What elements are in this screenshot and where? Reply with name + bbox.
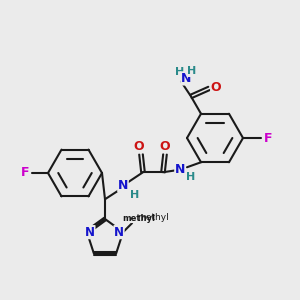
Text: H: H <box>176 68 184 77</box>
Text: N: N <box>175 163 185 176</box>
Text: N: N <box>114 226 124 238</box>
Text: methyl: methyl <box>123 214 156 223</box>
Text: O: O <box>160 140 170 153</box>
Text: N: N <box>181 72 191 85</box>
Text: F: F <box>21 167 29 179</box>
Text: F: F <box>264 131 272 145</box>
Text: O: O <box>211 81 221 94</box>
Text: H: H <box>130 190 140 200</box>
Text: N: N <box>85 226 95 238</box>
Text: H: H <box>188 66 196 76</box>
Text: methyl: methyl <box>137 213 169 222</box>
Text: O: O <box>134 140 144 153</box>
Text: N: N <box>118 179 128 192</box>
Text: H: H <box>186 172 196 182</box>
